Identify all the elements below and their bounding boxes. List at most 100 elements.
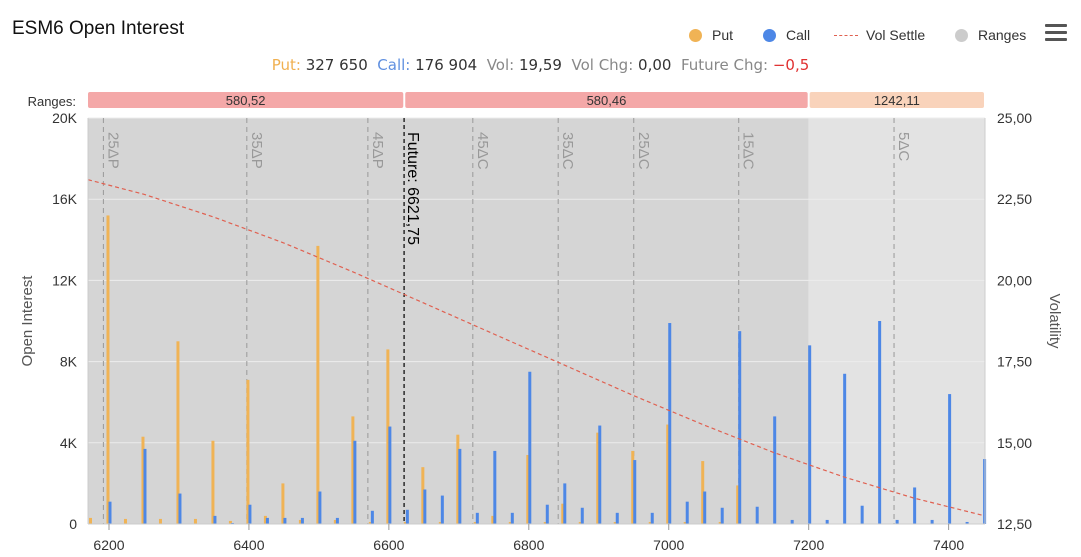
y2-tick-label-5: 25,00 [997, 110, 1032, 126]
bar-call-46 [965, 521, 969, 524]
delta-label-3: 45ΔC [474, 132, 491, 170]
bar-put-20 [438, 521, 442, 524]
bar-call-19 [493, 450, 497, 524]
bar-put-7 [211, 440, 215, 524]
bar-call-27 [633, 460, 637, 524]
summary-vol-chg-value: 0,00 [638, 56, 672, 74]
range-band-2 [809, 92, 984, 108]
bar-put-36 [718, 521, 722, 524]
bar-put-25 [526, 454, 530, 524]
bar-put-1 [106, 215, 110, 524]
bar-call-6 [265, 517, 269, 524]
delta-label-4: 35ΔC [559, 132, 576, 170]
y2-tick-label-1: 15,00 [997, 435, 1032, 451]
bar-call-11 [353, 440, 357, 524]
bar-put-22 [473, 521, 477, 524]
future-label: Future: 6621,75 [404, 132, 421, 245]
legend-item-ranges[interactable]: Ranges [955, 27, 1026, 43]
range-band-label-0: 580,52 [226, 93, 266, 108]
bar-put-6 [193, 518, 197, 524]
summary-line: Put: 327 650 Call: 176 904 Vol: 19,59 Vo… [0, 56, 1081, 74]
bar-call-5 [248, 504, 252, 524]
range-band-0 [88, 92, 404, 108]
shade-region-1 [808, 118, 985, 524]
bar-put-16 [368, 521, 372, 524]
bar-call-7 [283, 517, 287, 524]
bar-put-24 [508, 521, 512, 524]
bar-call-33 [738, 331, 742, 524]
x-tick-label-6: 7400 [933, 537, 964, 553]
legend-vol-settle-line-icon [834, 34, 858, 36]
range-band-1 [405, 92, 808, 108]
summary-vol-chg-label: Vol Chg: [571, 56, 634, 74]
legend-ranges-marker-icon [955, 28, 968, 42]
x-tick-label-4: 7000 [653, 537, 684, 553]
bar-put-33 [666, 424, 670, 524]
ranges-label: Ranges: [28, 94, 76, 109]
bar-call-28 [650, 512, 654, 524]
x-tick-label-0: 6200 [93, 537, 124, 553]
legend-item-vol-settle[interactable]: Vol Settle [834, 27, 925, 43]
bar-put-14 [333, 519, 337, 524]
y-tick-label-4: 16K [52, 191, 78, 207]
bar-put-9 [246, 379, 250, 524]
legend-item-call[interactable]: Call [763, 27, 810, 43]
legend-item-put[interactable]: Put [689, 27, 733, 43]
bar-call-3 [213, 515, 217, 524]
bar-call-40 [860, 505, 864, 524]
bar-call-29 [668, 323, 672, 524]
bar-put-30 [613, 521, 617, 524]
bar-call-22 [545, 504, 549, 524]
bar-call-38 [825, 519, 829, 524]
delta-label-2: 45ΔP [369, 132, 386, 169]
y-tick-label-0: 0 [69, 516, 77, 532]
bar-put-0 [88, 517, 92, 524]
legend-vol-settle-label: Vol Settle [866, 27, 926, 43]
y2-tick-label-3: 20,00 [997, 272, 1032, 288]
bar-call-13 [388, 426, 392, 524]
bar-call-12 [370, 510, 374, 524]
bar-call-39 [843, 373, 847, 524]
delta-label-1: 35ΔP [248, 132, 265, 169]
bar-call-26 [615, 512, 619, 524]
bar-call-18 [475, 512, 479, 524]
bar-call-2 [178, 493, 182, 524]
bar-put-28 [578, 521, 582, 524]
x-tick-label-1: 6400 [233, 537, 264, 553]
legend-call-marker-icon [763, 28, 776, 42]
bar-call-15 [423, 489, 427, 524]
bar-call-14 [405, 509, 409, 524]
summary-put-label: Put: [271, 56, 301, 74]
vol-settle-line [87, 179, 986, 517]
bar-call-36 [790, 519, 794, 524]
bar-call-9 [318, 491, 322, 524]
bar-call-20 [510, 512, 514, 524]
y-axis-title: Open Interest [19, 275, 36, 367]
bar-call-4 [230, 522, 234, 524]
bar-call-24 [580, 507, 584, 524]
legend: Put Call Vol Settle Ranges [0, 27, 1081, 47]
bar-put-35 [701, 461, 705, 524]
summary-future-chg-value: −0,5 [772, 56, 810, 74]
bar-call-34 [755, 506, 759, 524]
bar-put-31 [631, 450, 635, 524]
bar-put-5 [176, 341, 180, 524]
bar-call-23 [563, 483, 567, 524]
range-band-label-2: 1242,11 [874, 93, 920, 108]
bar-put-4 [158, 518, 162, 524]
bar-put-19 [421, 467, 425, 524]
bar-put-15 [351, 416, 355, 524]
hamburger-menu-icon[interactable] [1045, 24, 1067, 42]
bar-call-25 [598, 425, 602, 524]
bar-put-18 [403, 521, 407, 524]
y2-axis-title: Volatility [1046, 293, 1063, 349]
bar-call-35 [773, 416, 777, 524]
summary-call-value: 176 904 [415, 56, 478, 74]
legend-put-label: Put [712, 27, 734, 43]
bar-put-27 [561, 503, 565, 524]
bar-put-34 [683, 521, 687, 524]
bar-put-10 [263, 515, 267, 524]
y2-tick-label-2: 17,50 [997, 354, 1032, 370]
summary-put-value: 327 650 [305, 56, 368, 74]
delta-label-6: 15ΔC [740, 132, 757, 170]
